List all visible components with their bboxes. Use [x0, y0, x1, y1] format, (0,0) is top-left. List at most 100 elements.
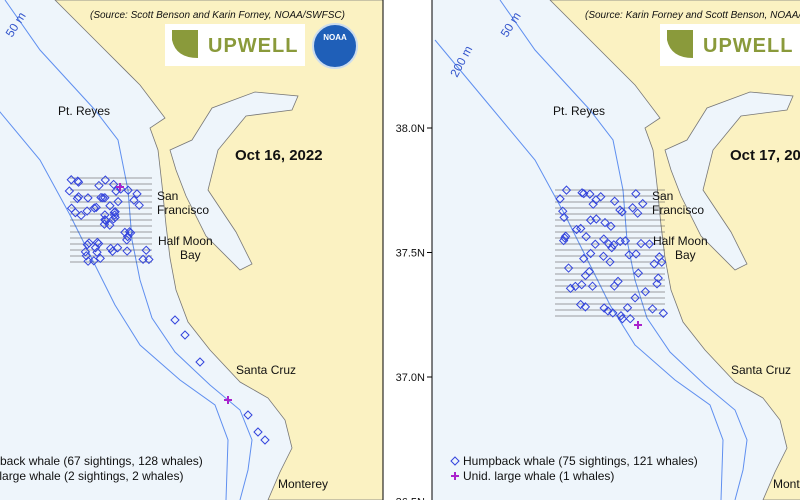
sighting-humpback: [587, 281, 598, 291]
place-label: San: [652, 189, 673, 203]
sighting-humpback: [89, 256, 99, 266]
sighting-humpback: [113, 196, 123, 207]
sighting-humpback: [100, 193, 110, 203]
agency-text: NOAA: [323, 33, 347, 42]
sighting-humpback: [579, 188, 589, 199]
legend-entry: Unid. large whale (1 whales): [463, 469, 614, 483]
sighting-humpback: [100, 210, 110, 220]
sighting-humpback: [652, 279, 662, 289]
sighting-humpback: [584, 266, 595, 277]
sighting-humpback: [560, 231, 571, 241]
sighting-humpback: [66, 175, 76, 185]
sighting-humpback: [591, 214, 602, 224]
sighting-humpback: [82, 206, 92, 216]
sighting-humpback: [559, 212, 569, 223]
sighting-humpback: [571, 224, 582, 235]
sighting-humpback: [609, 196, 620, 206]
agency-logo: [312, 23, 358, 69]
legend-entry: Humpback whale (75 sightings, 121 whales…: [463, 454, 698, 468]
latitude-axis: 38.0N 37.5N 37.0N 36.5N: [396, 123, 432, 500]
logo-leaf: [172, 30, 198, 58]
sighting-humpback: [603, 306, 613, 316]
place-label: Francisco: [157, 203, 209, 217]
sighting-humpback: [608, 308, 618, 318]
logo-text: UPWELL: [703, 35, 793, 57]
sighting-humpback: [563, 263, 574, 273]
sighting-humpback: [585, 215, 596, 225]
sighting-humpback: [105, 220, 115, 230]
sighting-humpback: [92, 237, 103, 248]
sighting-humpback: [575, 299, 586, 310]
sighting-humpback: [243, 410, 253, 420]
sighting-humpback: [109, 210, 120, 220]
place-label: Half Moon: [653, 234, 708, 248]
sighting-humpback: [600, 217, 610, 228]
sighting-humpback: [565, 283, 576, 294]
source-note: (Source: Scott Benson and Karin Forney, …: [90, 10, 345, 21]
sighting-humpback: [599, 234, 609, 244]
logo-leaf: [667, 30, 693, 58]
latitude-label: 36.5N: [396, 497, 425, 500]
place-label: Pt. Reyes: [58, 104, 110, 118]
sighting-humpback: [599, 303, 609, 313]
place-label: Francisco: [652, 203, 704, 217]
sighting-humpback: [644, 239, 655, 249]
sighting-humpback: [105, 243, 116, 254]
sighting-humpback: [647, 304, 658, 314]
land: [549, 0, 800, 500]
contour-50m: [4, 0, 253, 500]
sighting-humpback: [606, 221, 616, 231]
sighting-humpback: [616, 311, 626, 321]
sighting-humpback: [632, 208, 643, 218]
sighting-humpback: [581, 232, 591, 242]
sighting-humpback: [195, 357, 205, 367]
sighting-humpback: [180, 330, 190, 340]
sighting-unidentified: [451, 472, 459, 480]
sighting-humpback: [82, 239, 93, 250]
place-label: Santa Cruz: [236, 363, 296, 377]
sighting-humpback: [576, 279, 587, 290]
latitude-label: 38.0N: [396, 123, 425, 135]
sighting-humpback: [649, 259, 659, 269]
sighting-humpback: [640, 287, 651, 297]
sighting-humpback: [580, 302, 591, 312]
sighting-humpback: [636, 238, 646, 249]
sighting-unidentified: [634, 321, 642, 329]
sighting-humpback: [81, 251, 92, 261]
sighting-humpback: [120, 227, 130, 238]
sighting-humpback: [625, 313, 635, 324]
sighting-humpback: [89, 203, 100, 213]
sighting-humpback: [99, 219, 110, 229]
place-label: Monterey: [278, 477, 328, 491]
sighting-humpback: [123, 185, 133, 195]
sighting-humpback: [132, 189, 142, 199]
place-label: Santa Cruz: [731, 363, 791, 377]
sighting-humpback: [617, 314, 628, 324]
sighting-humpback: [577, 188, 587, 198]
sighting-humpback: [561, 185, 572, 195]
sighting-humpback: [591, 195, 601, 205]
date-label: Oct 17, 2022: [730, 147, 800, 164]
sighting-humpback: [108, 179, 119, 190]
sighting-humpback: [129, 195, 139, 205]
sighting-humpback: [627, 203, 638, 213]
sighting-humpback: [112, 243, 123, 253]
sighting-humpback: [96, 192, 106, 203]
sighting-humpback: [588, 199, 598, 209]
sighting-humpback: [64, 186, 75, 196]
sighting-humpback: [90, 243, 101, 253]
sighting-humpback: [110, 207, 120, 217]
sighting-humpback: [579, 253, 589, 264]
bay: [664, 91, 794, 271]
sighting-humpback: [111, 186, 121, 196]
sighting-humpback: [80, 247, 91, 257]
place-label: Monterey: [773, 477, 800, 491]
sighting-humpback: [105, 201, 115, 211]
sighting-unidentified: [116, 183, 124, 191]
sighting-humpback: [450, 456, 460, 466]
sighting-humpback: [91, 202, 101, 213]
place-label: Bay: [675, 248, 696, 262]
